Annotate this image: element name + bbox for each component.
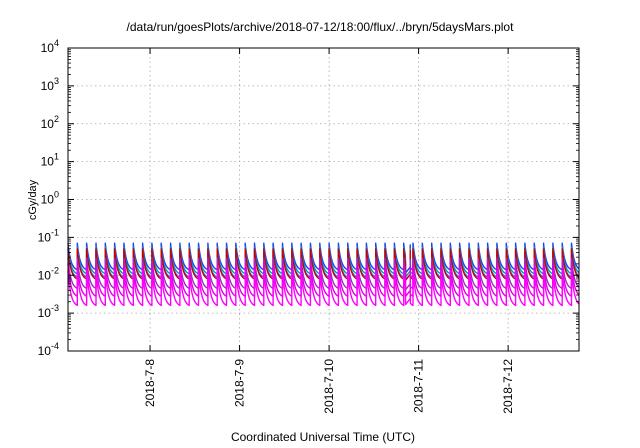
y-tick-exponent: -1	[51, 227, 59, 237]
y-tick-label: 10-3	[38, 303, 59, 320]
y-tick-base: 10	[38, 344, 52, 358]
y-tick-base: 10	[41, 155, 55, 169]
y-tick-exponent: 0	[54, 190, 59, 200]
x-tick-label: 2018-7-10	[322, 359, 336, 414]
series-line	[67, 270, 580, 307]
y-axis-label: cGy/day	[27, 179, 39, 220]
y-tick-label: 102	[41, 114, 59, 131]
y-tick-label: 103	[41, 76, 59, 93]
y-tick-exponent: 4	[54, 38, 59, 48]
y-tick-base: 10	[41, 117, 55, 131]
x-tick-label: 2018-7-11	[412, 359, 426, 413]
y-tick-exponent: 3	[54, 76, 59, 86]
y-tick-base: 10	[41, 193, 55, 207]
x-tick-label: 2018-7-12	[501, 359, 515, 414]
series-line	[67, 257, 580, 291]
y-tick-exponent: -4	[51, 341, 59, 351]
x-tick-label: 2018-7-9	[233, 359, 247, 407]
grid-lines	[68, 48, 579, 351]
y-tick-label: 10-2	[38, 265, 59, 282]
series-line	[67, 248, 580, 281]
chart-title: /data/run/goesPlots/archive/2018-07-12/1…	[127, 20, 515, 34]
y-tick-label: 10-1	[38, 227, 59, 244]
y-tick-label: 100	[41, 190, 59, 207]
y-tick-label: 104	[41, 38, 59, 55]
series-lines	[67, 242, 580, 307]
y-tick-label: 101	[41, 152, 59, 169]
y-tick-exponent: 2	[54, 114, 59, 124]
plot-frame	[67, 47, 580, 352]
y-tick-exponent: 1	[54, 152, 59, 162]
y-tick-base: 10	[38, 268, 52, 282]
y-tick-label: 10-4	[38, 341, 59, 358]
series-line	[67, 263, 580, 297]
y-tick-base: 10	[38, 306, 52, 320]
y-tick-base: 10	[41, 41, 55, 55]
x-axis-label: Coordinated Universal Time (UTC)	[231, 430, 415, 444]
x-tick-label: 2018-7-8	[143, 359, 157, 407]
y-tick-base: 10	[38, 230, 52, 244]
y-tick-base: 10	[41, 79, 55, 93]
y-tick-exponent: -3	[51, 303, 59, 313]
y-tick-exponent: -2	[51, 265, 59, 275]
